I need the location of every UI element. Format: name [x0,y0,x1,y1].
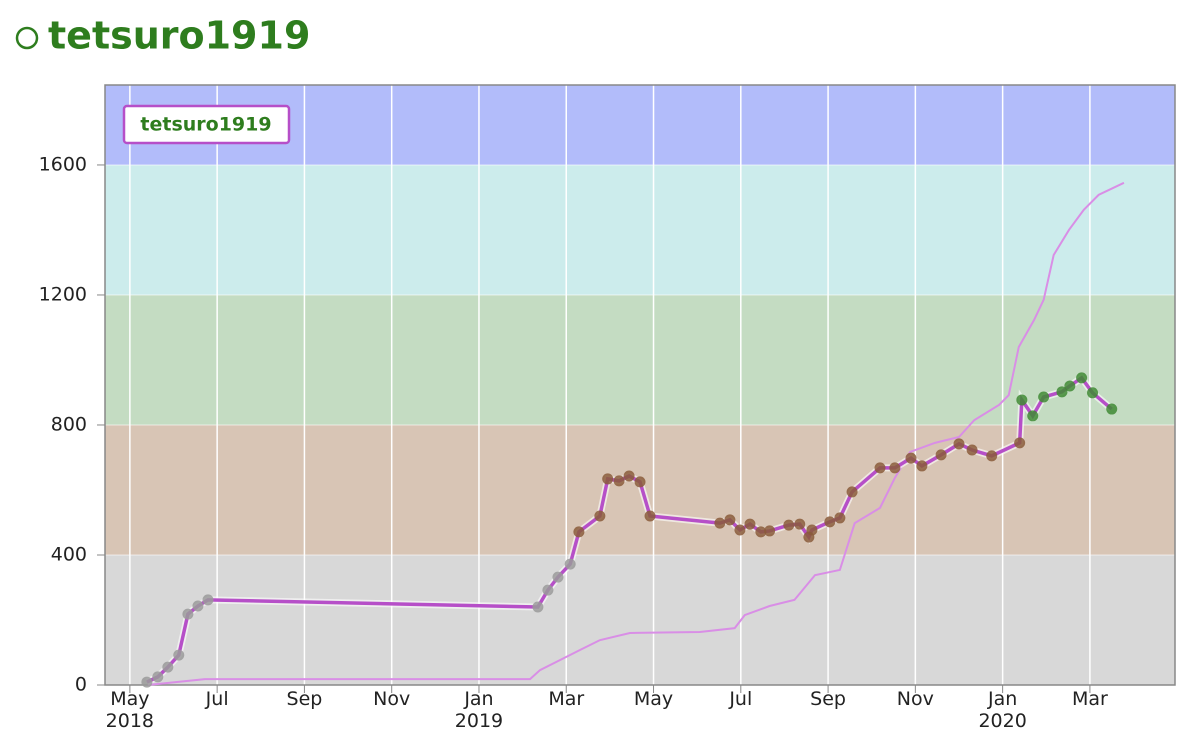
rating-point [532,601,544,613]
rating-point [1087,387,1099,399]
rating-point [755,526,767,538]
rating-point [1056,386,1068,398]
rating-point [141,676,153,688]
rating-point [152,671,164,683]
rating-point [905,452,917,464]
rating-point [1014,437,1026,449]
plot-border [104,84,1176,686]
rating-point [644,510,656,522]
x-tick-label: Jan 2020 [978,688,1027,732]
rating-point [806,524,818,536]
rating-point [192,600,204,612]
rating-point [724,514,736,526]
rating-point [594,510,606,522]
rating-point [966,444,978,456]
y-tick-label: 400 [51,543,87,565]
rating-point [564,558,576,570]
rating-point [764,525,776,537]
x-tick-label: Sep [286,688,323,710]
rating-point [734,524,746,536]
y-tick-label: 0 [75,674,87,696]
x-tick-label: Mar [548,688,585,710]
rating-band [105,164,1175,295]
y-tick-label: 1600 [39,153,87,175]
rating-point [1106,403,1118,415]
rating-point [1076,372,1088,384]
rating-point [1027,410,1039,422]
x-tick-label: Sep [810,688,846,710]
x-tick-label: Nov [373,688,411,710]
rating-point [794,518,806,530]
y-tick-label: 1200 [39,283,87,305]
rating-point [634,476,646,488]
rating-point [744,518,756,530]
x-tick-label: May 2018 [105,688,155,732]
rating-point [542,584,554,596]
chart-title: tetsuro1919 [48,14,310,58]
rating-point [573,526,585,538]
x-tick-label: Nov [896,688,934,710]
rating-point [182,608,194,620]
x-tick-label: Jul [205,688,229,710]
performance-line [147,181,1125,686]
rating-point [783,519,795,531]
legend-label: tetsuro1919 [140,114,271,136]
x-tick-label: May [633,688,674,710]
rating-point [602,473,614,485]
rating-point [824,516,836,528]
rating-band [105,554,1175,685]
y-tick-label: 800 [51,413,87,435]
rating-point [916,460,928,472]
rating-point [874,462,886,474]
legend-box [122,104,291,145]
rating-point [846,486,858,498]
title-icon [15,26,39,50]
x-tick-label: Jan 2019 [454,688,504,732]
rating-point [1038,391,1050,403]
rating-point [202,594,214,606]
rating-point [162,661,174,673]
x-tick-label: Mar [1071,688,1108,710]
rating-point [623,470,635,482]
rating-point [173,649,185,661]
rating-point [1064,380,1076,392]
rating-point [613,475,625,487]
rating-point [552,571,564,583]
rating-band [105,294,1175,425]
rating-point [1016,394,1028,406]
rating-point [834,512,846,524]
rating-point [986,450,998,462]
rating-point [889,462,901,474]
rating-point [953,438,965,450]
rating-point [714,517,726,529]
rating-point [935,449,947,461]
x-tick-label: Jul [729,688,753,710]
